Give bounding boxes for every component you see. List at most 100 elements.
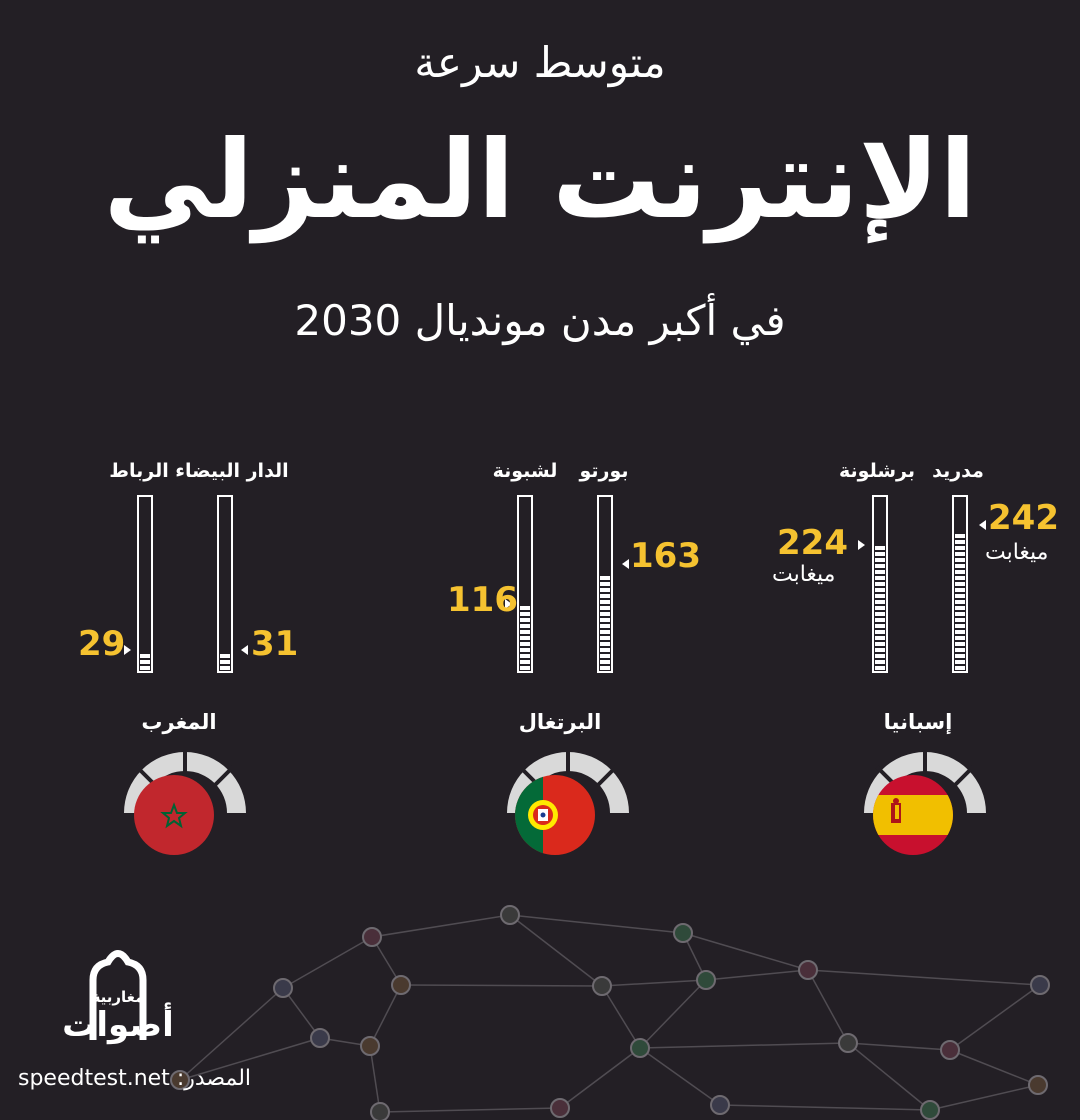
logo-big-text: أصوات xyxy=(62,1002,174,1045)
bar-segment xyxy=(520,630,530,634)
bar-fill-lisbon xyxy=(520,604,530,670)
bar-segment xyxy=(875,648,885,652)
bar-segment xyxy=(600,666,610,670)
network-node xyxy=(550,1098,570,1118)
bar-segment xyxy=(600,588,610,592)
bar-segment xyxy=(875,594,885,598)
network-edge xyxy=(807,969,1041,986)
network-edge xyxy=(379,1107,561,1113)
network-node xyxy=(273,978,293,998)
title-main: الإنترنت المنزلي xyxy=(103,118,977,243)
source-value: speedtest.net xyxy=(18,1066,170,1091)
network-node xyxy=(310,1028,330,1048)
network-edge xyxy=(369,1045,381,1113)
bar-segment xyxy=(955,624,965,628)
bar-segment xyxy=(600,630,610,634)
city-label-porto: بورتو xyxy=(579,460,629,482)
portugal-flag xyxy=(515,775,595,855)
value-casablanca: 31 xyxy=(251,624,299,664)
network-node xyxy=(838,1033,858,1053)
network-edge xyxy=(601,985,641,1049)
bar-segment xyxy=(520,624,530,628)
value-lisbon: 116 xyxy=(447,580,518,620)
city-label-barcelona: برشلونة xyxy=(839,460,915,482)
network-node xyxy=(920,1100,940,1120)
bar-segment xyxy=(875,612,885,616)
bar-segment xyxy=(955,534,965,538)
bar-segment xyxy=(520,666,530,670)
network-node xyxy=(1030,975,1050,995)
bar-segment xyxy=(875,660,885,664)
bar-segment xyxy=(955,594,965,598)
bar-segment xyxy=(520,618,530,622)
bar-segment xyxy=(955,654,965,658)
unit-barcelona: ميغابت xyxy=(772,562,836,587)
value-madrid: 242 xyxy=(988,498,1059,538)
bar-segment xyxy=(875,606,885,610)
network-node xyxy=(500,905,520,925)
bar-casablanca xyxy=(217,495,233,673)
country-label-portugal: البرتغال xyxy=(518,710,602,734)
bar-segment xyxy=(600,606,610,610)
value-pointer-madrid xyxy=(979,520,986,530)
bar-barcelona xyxy=(872,495,888,673)
bar-segment xyxy=(600,600,610,604)
bar-fill-casablanca xyxy=(220,652,230,670)
bar-lisbon xyxy=(517,495,533,673)
bar-segment xyxy=(220,666,230,670)
bar-segment xyxy=(955,606,965,610)
network-node xyxy=(798,960,818,980)
bar-segment xyxy=(955,618,965,622)
network-edge xyxy=(719,1104,931,1111)
value-pointer-porto xyxy=(622,559,629,569)
bar-segment xyxy=(520,636,530,640)
bar-fill-madrid xyxy=(955,532,965,670)
bar-segment xyxy=(140,654,150,658)
bar-segment xyxy=(600,582,610,586)
bar-segment xyxy=(875,570,885,574)
gauge-morocco xyxy=(124,747,246,855)
network-node xyxy=(391,975,411,995)
bar-segment xyxy=(955,570,965,574)
bar-segment xyxy=(220,660,230,664)
bar-segment xyxy=(875,558,885,562)
bar-segment xyxy=(875,618,885,622)
network-edge xyxy=(929,1084,1039,1111)
network-node xyxy=(592,976,612,996)
title-line-1: متوسط سرعة xyxy=(414,38,666,87)
bar-segment xyxy=(600,612,610,616)
bar-segment xyxy=(600,594,610,598)
title-subtitle: في أكبر مدن مونديال 2030 xyxy=(294,296,786,345)
network-edge xyxy=(179,987,284,1081)
bar-segment xyxy=(955,600,965,604)
bar-segment xyxy=(955,546,965,550)
network-edge xyxy=(949,984,1041,1051)
network-node xyxy=(710,1095,730,1115)
network-node xyxy=(696,970,716,990)
value-pointer-casablanca xyxy=(241,645,248,655)
bar-fill-rabat xyxy=(140,652,150,670)
network-node xyxy=(940,1040,960,1060)
city-label-rabat: الرباط xyxy=(109,460,169,482)
bar-segment xyxy=(875,600,885,604)
bar-fill-barcelona xyxy=(875,544,885,670)
bar-segment xyxy=(600,642,610,646)
city-label-madrid: مدريد xyxy=(932,460,984,482)
bar-segment xyxy=(600,636,610,640)
bar-segment xyxy=(600,654,610,658)
bar-segment xyxy=(955,552,965,556)
bar-segment xyxy=(955,642,965,646)
spain-flag xyxy=(873,775,953,855)
network-node xyxy=(630,1038,650,1058)
bar-segment xyxy=(875,654,885,658)
network-node xyxy=(1028,1075,1048,1095)
bar-segment xyxy=(875,624,885,628)
network-background xyxy=(170,905,1050,1120)
bar-segment xyxy=(140,660,150,664)
bar-segment xyxy=(140,666,150,670)
bar-segment xyxy=(955,576,965,580)
bar-porto xyxy=(597,495,613,673)
city-label-lisbon: لشبونة xyxy=(492,460,558,482)
bar-segment xyxy=(520,606,530,610)
source: المصدر: speedtest.net xyxy=(18,1066,251,1091)
